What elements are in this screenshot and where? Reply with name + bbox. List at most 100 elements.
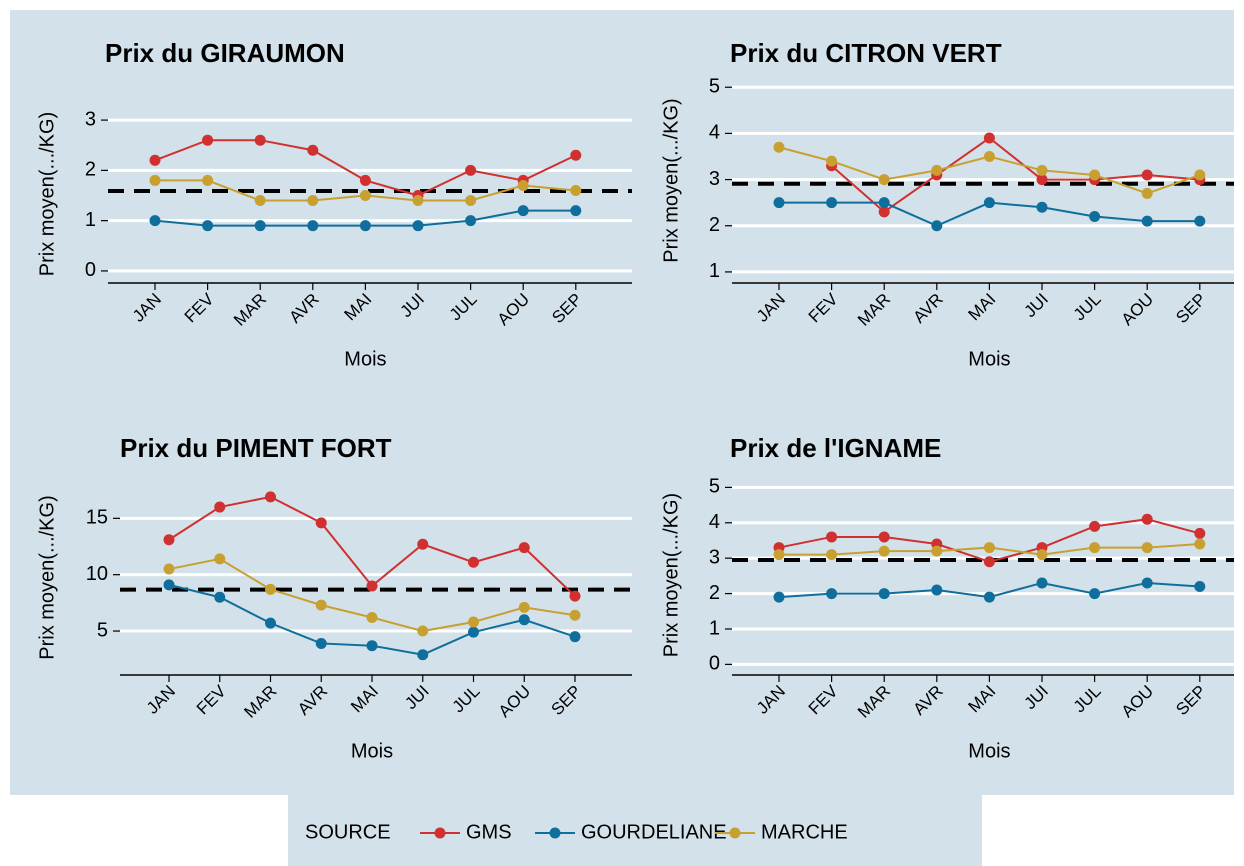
legend-swatch-point [549,827,561,839]
data-point [1036,549,1048,561]
data-point [931,164,943,176]
data-point [1089,169,1101,181]
data-point [1141,215,1153,227]
data-point [1194,581,1206,593]
data-point [569,590,581,602]
panel-background [10,10,1234,795]
data-point [518,614,530,626]
data-point [417,649,429,661]
data-point [465,164,477,176]
y-tick-label: 3 [85,108,96,130]
y-tick-label: 5 [709,476,720,498]
x-axis-label: Mois [968,740,1010,762]
data-point [878,588,890,600]
data-point [468,626,479,638]
data-point [163,579,175,591]
y-tick-label: 2 [709,582,720,604]
y-tick-label: 10 [86,563,108,585]
data-point [1036,577,1048,589]
data-point [878,531,890,543]
data-point [983,197,995,209]
y-axis-label: Prix moyen(.../KG) [36,495,58,659]
data-point [569,631,581,643]
data-point [1089,520,1101,532]
data-point [1141,187,1153,199]
data-point [1194,538,1206,550]
data-point [983,132,995,144]
y-tick-label: 3 [709,168,720,190]
data-point [826,549,838,561]
legend-swatch-point [729,827,741,839]
data-point [569,609,581,621]
data-point [214,501,226,513]
data-point [518,601,530,613]
y-tick-label: 5 [709,76,720,98]
chart-title: Prix du CITRON VERT [730,38,1002,68]
y-tick-label: 1 [709,617,720,639]
data-point [878,545,890,557]
data-point [1036,174,1048,186]
data-point [1036,201,1048,213]
data-point [214,553,226,565]
data-point [1089,588,1101,600]
data-point [773,197,785,209]
data-point [265,583,276,595]
legend-label: GOURDELIANE [581,821,727,843]
data-point [570,184,582,196]
data-point [517,179,529,191]
y-tick-label: 4 [709,122,720,144]
data-point [359,220,371,232]
data-point [149,174,161,186]
y-tick-label: 2 [709,214,720,236]
data-point [412,195,424,207]
data-point [163,563,175,575]
data-point [983,542,995,554]
chart-title: Prix du PIMENT FORT [120,433,392,463]
x-axis-label: Mois [968,348,1010,370]
y-tick-label: 3 [709,546,720,568]
data-point [826,197,838,209]
data-point [518,542,530,554]
data-point [202,174,214,186]
y-tick-label: 0 [709,653,720,675]
y-tick-label: 1 [85,209,96,231]
data-point [1089,211,1101,223]
chart-title: Prix du GIRAUMON [105,38,345,68]
data-point [773,141,785,153]
data-point [570,205,582,217]
data-point [149,215,161,227]
data-point [931,545,943,557]
data-point [983,591,995,603]
data-point [214,591,226,603]
data-point [773,591,785,603]
y-tick-label: 0 [85,259,96,281]
data-point [983,556,995,568]
data-point [931,220,943,232]
x-axis-label: Mois [344,348,386,370]
legend-swatch-point [434,827,446,839]
data-point [412,220,424,232]
data-point [417,538,429,550]
data-point [254,195,266,207]
legend-label: GMS [466,821,512,843]
y-tick-label: 1 [709,260,720,282]
data-point [202,220,214,232]
data-point [1141,542,1153,554]
data-point [465,195,477,207]
data-point [307,144,319,156]
y-tick-label: 2 [85,159,96,181]
y-tick-label: 5 [97,619,108,641]
data-point [417,625,429,637]
data-point [366,612,378,624]
legend-label: MARCHE [761,821,848,843]
y-axis-label: Prix moyen(.../KG) [660,493,682,657]
data-point [163,534,175,546]
data-point [517,205,529,217]
data-point [1194,215,1206,227]
data-point [878,197,890,209]
data-point [1141,169,1153,181]
data-point [315,637,327,649]
data-point [307,195,319,207]
data-point [1194,527,1206,539]
data-point [468,616,479,628]
